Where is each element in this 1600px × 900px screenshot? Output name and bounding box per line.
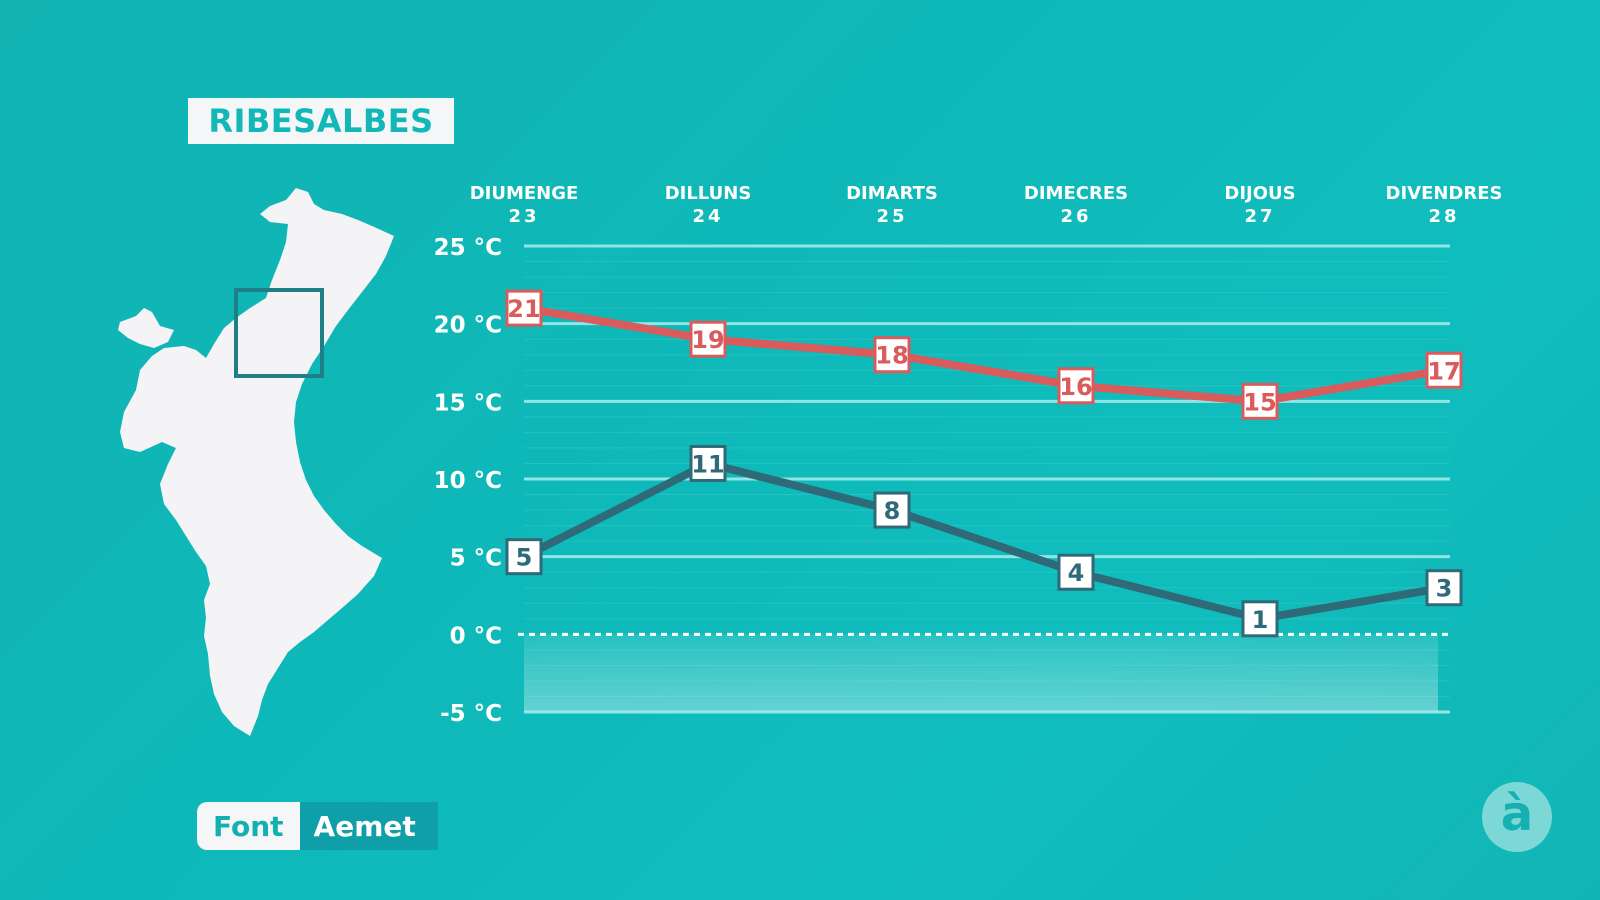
y-tick-label: 10 °C [434,468,502,494]
data-point-box [1057,553,1095,591]
data-point-box [505,289,543,327]
data-point-1: 5 [505,538,543,576]
data-point-box [1425,351,1463,389]
data-point-0: 21 [505,289,543,327]
valencia-region-map-icon [118,188,394,736]
day-date-label: 26 [1060,206,1091,227]
data-label: 16 [1059,373,1092,401]
day-date-label: 24 [692,206,723,227]
data-point-box [505,538,543,576]
data-label: 3 [1436,575,1453,603]
data-label: 21 [507,295,540,323]
y-tick-label: 25 °C [434,235,502,261]
channel-logo-text: à [1500,786,1534,842]
day-name-label: DILLUNS [665,183,752,204]
data-label: 4 [1068,559,1085,587]
day-date-label: 28 [1428,206,1459,227]
y-tick-label: 20 °C [434,313,502,339]
location-title-box: RIBESALBES [188,98,454,144]
data-point-1: 11 [689,444,727,482]
data-point-0: 15 [1241,382,1279,420]
data-point-0: 16 [1057,367,1095,405]
data-label: 15 [1243,388,1276,416]
day-date-label: 23 [508,206,539,227]
y-tick-label: -5 °C [440,701,502,727]
data-point-box [1425,569,1463,607]
y-tick-label: 0 °C [450,623,502,649]
grid-layer [518,244,1450,714]
region-map-shape [120,188,394,736]
day-name-label: DIUMENGE [470,183,579,204]
data-point-box [1241,382,1279,420]
y-tick-label: 15 °C [434,390,502,416]
data-label: 17 [1427,357,1460,385]
data-point-1: 1 [1241,600,1279,638]
series-line-0 [520,304,1448,406]
data-point-0: 17 [1425,351,1463,389]
day-date-label: 25 [876,206,907,227]
data-point-box [689,320,727,358]
source-label: Font [197,802,300,850]
day-name-label: DIVENDRES [1386,183,1503,204]
series-layer: 21 19 18 16 15 17 5 11 8 4 1 3 [505,289,1463,638]
channel-logo: à [1482,782,1552,852]
data-point-box [1241,600,1279,638]
data-label: 18 [875,342,908,370]
day-name-label: DIMARTS [846,183,938,204]
data-point-box [1057,367,1095,405]
data-label: 8 [884,497,901,525]
location-title: RIBESALBES [208,102,434,140]
data-point-0: 18 [873,336,911,374]
day-name-label: DIJOUS [1224,183,1295,204]
source-name: Aemet [299,802,438,850]
data-point-1: 3 [1425,569,1463,607]
y-tick-label: 5 °C [450,546,502,572]
data-label: 5 [516,544,533,572]
data-label: 11 [691,450,724,478]
data-point-box [689,444,727,482]
data-label: 1 [1252,606,1269,634]
island-shape [118,308,174,348]
data-point-1: 4 [1057,553,1095,591]
data-label: 19 [691,326,724,354]
day-date-label: 27 [1244,206,1275,227]
square-marker-icon [234,288,324,378]
series-line-1 [520,459,1448,623]
day-name-label: DIMECRES [1024,183,1128,204]
data-point-box [873,491,911,529]
data-point-0: 19 [689,320,727,358]
below-zero-band [524,634,1438,712]
data-point-1: 8 [873,491,911,529]
axis-layer: 25 °C 20 °C 15 °C 10 °C 5 °C 0 °C -5 °C [434,235,502,727]
source-badge: Font Aemet [197,802,438,850]
data-point-box [873,336,911,374]
